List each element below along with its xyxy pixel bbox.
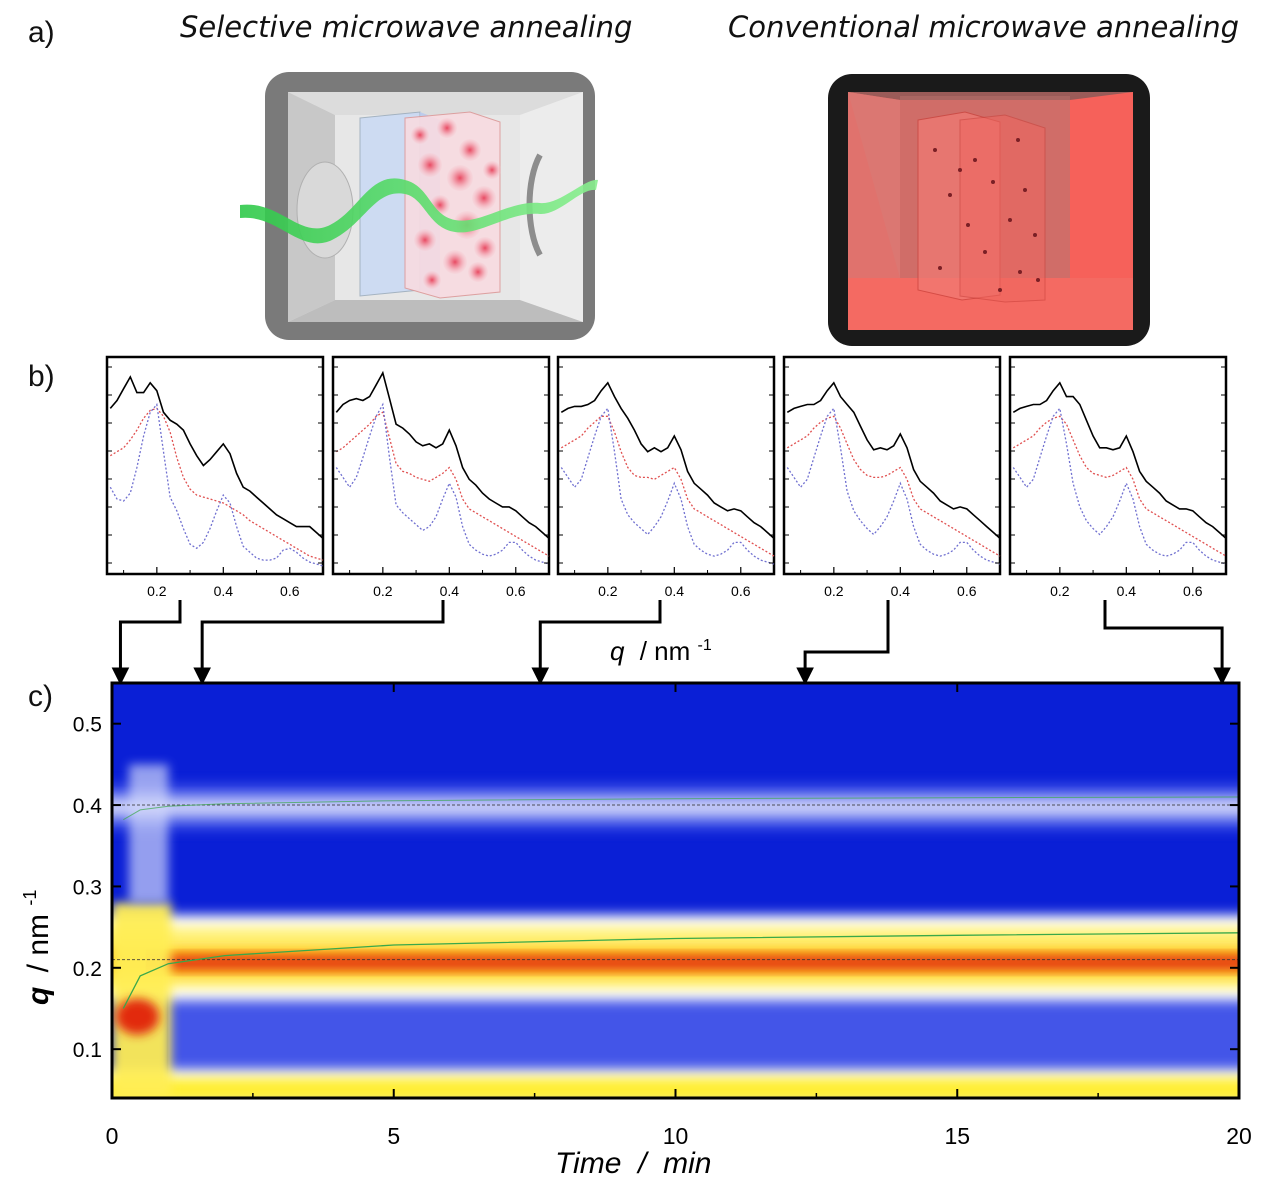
panel-b-xlabel-unit: / nm xyxy=(640,636,691,666)
panel-b-xlabel: q / nm -1 xyxy=(610,636,712,666)
panel-b-plots: 0.2 0.4 0.6 0.2 0.4 0.6 0.2 0.4 0.6 0.2 0.4 0.6 0.2 0… xyxy=(105,355,1228,599)
time-marker-arrowhead xyxy=(193,667,211,686)
mini-plot-series-1 xyxy=(335,370,550,539)
panel-c-ylabel-unit: / nm xyxy=(22,914,55,972)
mini-plot-xtick-label: 0.6 xyxy=(731,583,751,599)
mini-plot-frame xyxy=(556,355,776,576)
time-marker-arrow-3 xyxy=(538,600,662,672)
time-marker-arrowhead xyxy=(531,667,550,686)
panel-c-ylabel-symbol: q xyxy=(22,987,55,1005)
conventional-annealing-cavity-illustration xyxy=(828,74,1150,346)
time-marker-arrows xyxy=(111,600,1231,686)
panel-a-right-title: Conventional microwave annealing xyxy=(728,10,1240,44)
heatmap-band-second-order xyxy=(112,796,1239,818)
heatmap-xtick-label: 10 xyxy=(663,1123,689,1149)
heatmap-ytick-label: 0.5 xyxy=(73,714,102,737)
mini-plot-frame xyxy=(105,355,325,576)
mini-plot-series-2 xyxy=(786,415,1001,557)
particle-dots xyxy=(933,138,1040,292)
panel-a-label: a) xyxy=(28,16,55,49)
time-marker-arrow-2 xyxy=(200,600,445,672)
mini-plot-xtick-label: 0.6 xyxy=(1183,583,1203,599)
time-marker-arrow-4 xyxy=(803,600,890,672)
time-marker-arrowhead xyxy=(1213,667,1231,686)
heatmap-ytick-label: 0.2 xyxy=(73,958,102,981)
mini-plot-series-1 xyxy=(786,381,1001,539)
mini-plot-series-3 xyxy=(786,406,1001,565)
heatmap-ytick-label: 0.1 xyxy=(73,1039,102,1062)
mini-plot-xtick-label: 0.4 xyxy=(1117,583,1137,599)
mini-plot-3: 0.2 0.4 0.6 xyxy=(556,355,776,599)
heatmap-xtick-label: 20 xyxy=(1226,1123,1252,1149)
mini-plot-xtick-label: 0.6 xyxy=(506,583,526,599)
mini-plot-series-3 xyxy=(1012,406,1227,565)
mini-plot-series-2 xyxy=(560,415,775,557)
mini-plot-series-1 xyxy=(1012,381,1227,539)
mini-plot-series-2 xyxy=(335,411,550,557)
heatmap-xtick-label: 15 xyxy=(944,1123,970,1149)
time-marker-arrow-5 xyxy=(1103,600,1224,672)
panel-b-label: b) xyxy=(28,360,55,393)
panel-c-xlabel: Time / min xyxy=(555,1147,711,1178)
mini-plot-4: 0.2 0.4 0.6 xyxy=(782,355,1002,599)
mini-plot-xtick-label: 0.4 xyxy=(665,583,685,599)
panel-c-ylabel: q / nm -1 xyxy=(20,890,55,1005)
panel-a-left-title: Selective microwave annealing xyxy=(180,10,633,44)
mini-plot-xtick-label: 0.2 xyxy=(824,583,844,599)
heatmap-early-peak xyxy=(115,998,160,1035)
heatmap-band-lower-haze xyxy=(168,988,1239,1082)
mini-plot-frame xyxy=(331,355,551,576)
mini-plot-xtick-label: 0.4 xyxy=(214,583,234,599)
panel-b-xlabel-symbol: q xyxy=(610,636,625,666)
mini-plot-series-2 xyxy=(109,407,324,561)
heatmap-ytick-label: 0.4 xyxy=(73,795,103,818)
mini-plot-1: 0.2 0.4 0.6 xyxy=(105,355,325,599)
panel-c-ylabel-exp: -1 xyxy=(20,890,40,906)
mini-plot-xtick-label: 0.2 xyxy=(598,583,618,599)
mini-plot-5: 0.2 0.4 0.6 xyxy=(1008,355,1228,599)
heatmap-band-main-peak xyxy=(145,955,1239,970)
mini-plot-xtick-label: 0.4 xyxy=(891,583,911,599)
mini-plot-series-2 xyxy=(1012,415,1227,557)
mini-plot-series-3 xyxy=(109,402,324,567)
heatmap-fit-line xyxy=(122,932,1239,1009)
mini-plot-frame xyxy=(1008,355,1228,576)
panel-b-xlabel-exp: -1 xyxy=(698,637,712,654)
microwave-wave-ribbon xyxy=(240,178,598,244)
mini-plot-series-3 xyxy=(335,402,550,565)
heatmap-early-haze xyxy=(128,764,169,903)
heatmap-xtick-label: 5 xyxy=(387,1123,400,1149)
mini-plot-frame xyxy=(782,355,1002,576)
time-marker-arrowhead xyxy=(796,667,814,686)
heatmap-axes: 0 5 10 15 20 0.1 0.2 0.3 0.4 0.5 xyxy=(73,683,1252,1149)
mini-plot-xtick-label: 0.4 xyxy=(440,583,460,599)
mini-plot-xtick-label: 0.2 xyxy=(373,583,393,599)
mini-plot-2: 0.2 0.4 0.6 xyxy=(331,355,551,599)
heatmap-fit-line-second-order xyxy=(123,796,1239,821)
mini-plot-xtick-label: 0.6 xyxy=(957,583,977,599)
nanoparticle-dots xyxy=(411,118,501,289)
mini-plot-series-1 xyxy=(109,375,324,539)
heatmap xyxy=(110,681,1241,1100)
mini-plot-xtick-label: 0.2 xyxy=(1050,583,1070,599)
time-marker-arrowhead xyxy=(111,667,130,686)
panel-c-label: c) xyxy=(28,680,53,713)
selective-annealing-cavity-illustration xyxy=(240,72,598,340)
time-marker-arrow-1 xyxy=(118,600,182,672)
mini-plot-series-1 xyxy=(560,381,775,539)
mini-plot-xtick-label: 0.6 xyxy=(280,583,300,599)
mini-plot-xtick-label: 0.2 xyxy=(147,583,167,599)
heatmap-xtick-label: 0 xyxy=(106,1123,119,1149)
heatmap-ytick-label: 0.3 xyxy=(73,876,102,899)
